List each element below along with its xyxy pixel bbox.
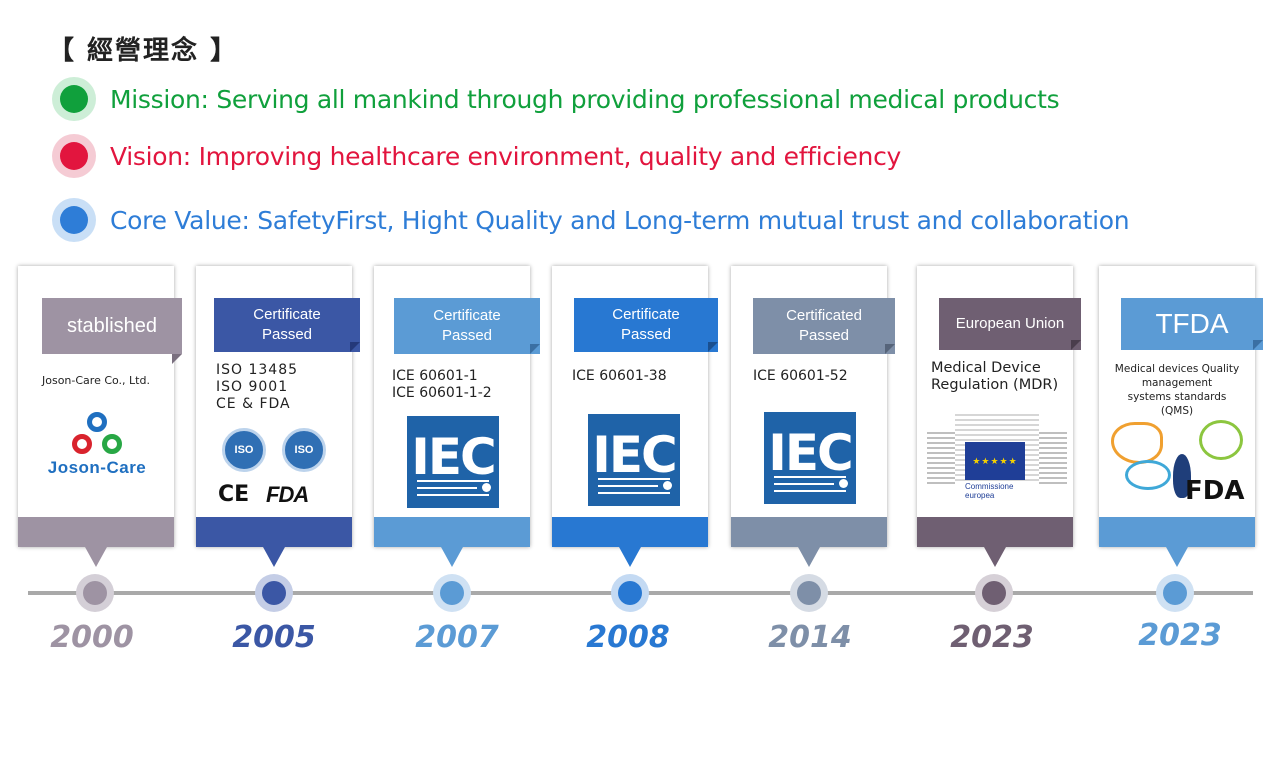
core-value-bullet-icon [52,198,96,242]
milestone-card-2008: Certificate Passed ICE 60601-38 IEC [552,266,718,567]
milestone-card-2023-eu: European Union Medical Device Regulation… [917,266,1081,567]
joson-care-logo-icon [70,412,124,462]
year-label-2008: 2008 [586,620,670,655]
fda-logo-icon: FDA [266,482,309,507]
card-pointer [798,547,820,567]
milestone-badge: Certificate Passed [214,298,360,352]
company-name: Joson-Care Co., Ltd. [42,374,150,387]
ce-mark-icon: CE [218,482,250,507]
card-pointer [984,547,1006,567]
timeline-node-2005 [255,574,293,612]
standard-list: ICE 60601-1 ICE 60601-1-2 [392,368,492,401]
vision-text: Vision: Improving healthcare environment… [110,141,902,171]
mission-statement: Mission: Serving all mankind through pro… [52,76,1060,122]
milestone-card-2000: stablished Joson-Care Co., Ltd. Joson-Ca… [18,266,182,567]
milestone-badge: Certificated Passed [753,298,895,354]
standard-list: ICE 60601-52 [753,368,848,384]
page-heading: 【 經營理念 】 [48,36,239,66]
timeline-node-2008 [611,574,649,612]
year-label-2023-eu: 2023 [950,620,1034,655]
iso-seal-icon: ISO [222,428,266,472]
milestone-card-2007: Certificate Passed ICE 60601-1 ICE 60601… [374,266,540,567]
regulation-text: Medical Device Regulation (MDR) [931,360,1059,393]
year-label-2000: 2000 [50,620,134,655]
standard-list: ICE 60601-38 [572,368,667,384]
milestone-card-2005: Certificate Passed ISO 13485 ISO 9001 CE… [196,266,360,567]
timeline-node-2007 [433,574,471,612]
iec-logo-icon: IEC [764,412,856,504]
vision-bullet-icon [52,134,96,178]
iec-logo-icon: IEC [407,416,499,508]
milestone-badge: Certificate Passed [574,298,718,352]
milestone-badge: stablished [42,298,182,364]
year-label-2007: 2007 [415,620,499,655]
timeline-node-2014 [790,574,828,612]
tfda-logo-icon: FDA [1111,416,1251,508]
iso-seal-icon: ISO [282,428,326,472]
timeline-node-2000 [76,574,114,612]
qms-text: Medical devices Quality management syste… [1114,363,1240,417]
joson-care-wordmark: Joson-Care [47,458,147,477]
milestone-badge: European Union [939,298,1081,350]
core-value-statement: Core Value: SafetyFirst, Hight Quality a… [52,197,1130,243]
timeline-node-2023-eu [975,574,1013,612]
mission-text: Mission: Serving all mankind through pro… [110,84,1060,114]
badge-label: stablished [66,315,158,337]
card-pointer [441,547,463,567]
timeline-node-2023-tfda [1156,574,1194,612]
card-pointer [1166,547,1188,567]
mission-bullet-icon [52,77,96,121]
milestone-badge: Certificate Passed [394,298,540,354]
card-pointer [263,547,285,567]
vision-statement: Vision: Improving healthcare environment… [52,133,901,179]
milestone-badge: TFDA [1121,298,1263,350]
core-value-text: Core Value: SafetyFirst, Hight Quality a… [110,205,1130,235]
certificate-list: ISO 13485 ISO 9001 CE & FDA [216,362,299,412]
card-pointer [619,547,641,567]
card-pointer [85,547,107,567]
eu-flag-icon: ★★★★★ [965,442,1025,480]
milestone-card-2023-tfda: TFDA Medical devices Quality management … [1099,266,1263,567]
iec-logo-icon: IEC [588,414,680,506]
year-label-2005: 2005 [232,620,316,655]
year-label-2023-tfda: 2023 [1138,618,1222,653]
milestone-card-2014: Certificated Passed ICE 60601-52 IEC [731,266,895,567]
eu-commission-logo-icon: ★★★★★ Commissione europea [927,414,1067,506]
year-label-2014: 2014 [768,620,852,655]
